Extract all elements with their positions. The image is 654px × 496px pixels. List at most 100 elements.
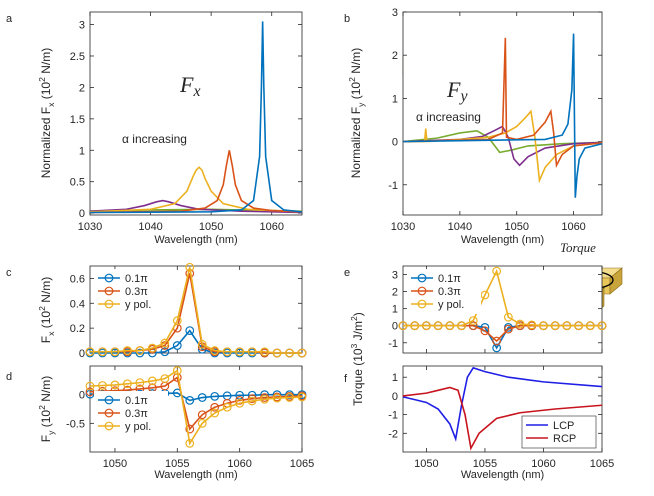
data-point <box>410 321 420 331</box>
data-point <box>110 347 120 357</box>
y-axis-label: Normalized Fx (102 N/m) <box>37 48 56 178</box>
text-part: N/m) <box>349 48 363 77</box>
annotation: Fy <box>446 77 468 105</box>
data-point <box>210 402 220 412</box>
y-tick-label: 0 <box>79 208 85 220</box>
data-point <box>185 396 195 405</box>
data-point <box>235 347 245 357</box>
legend-label: y pol. <box>125 421 151 433</box>
data-point <box>260 347 269 357</box>
data-line <box>402 125 603 167</box>
legend-marker <box>104 408 114 418</box>
annotation: α increasing <box>122 132 187 146</box>
y-tick-label: -1 <box>388 410 398 422</box>
data-point <box>574 321 583 331</box>
data-line <box>402 386 603 451</box>
panel-label: f <box>344 373 348 385</box>
data-point <box>297 348 307 358</box>
x-axis-label: Wavelength (nm) <box>154 234 237 246</box>
data-point <box>98 381 107 390</box>
x-tick-label: 1050 <box>504 221 528 233</box>
y-tick-label: 3 <box>392 7 398 19</box>
data-point <box>172 341 182 350</box>
text-part: Torque (10 <box>351 348 365 406</box>
data-point <box>147 376 157 386</box>
data-point <box>197 418 207 428</box>
legend-label: y pol. <box>438 299 464 311</box>
data-point <box>585 321 595 331</box>
data-point <box>492 266 502 276</box>
x-tick-label: 1040 <box>138 221 162 233</box>
text-part: F <box>39 336 53 343</box>
legend-marker <box>417 286 427 296</box>
text-part: (10 <box>39 410 53 431</box>
data-point <box>398 321 408 331</box>
data-point <box>85 387 95 397</box>
data-point <box>185 326 195 336</box>
data-point <box>235 398 245 408</box>
data-point <box>247 347 257 357</box>
y-tick-label: -0.5 <box>66 418 85 430</box>
y-tick-label: 0.5 <box>70 177 85 189</box>
data-line <box>89 199 303 214</box>
x-tick-label: 1060 <box>561 221 585 233</box>
x-tick-label: 1055 <box>473 458 497 470</box>
y-tick-label: -1 <box>388 180 398 192</box>
x-tick-label: 1065 <box>290 458 314 470</box>
y-tick-label: 0.2 <box>70 323 85 335</box>
data-point <box>480 326 490 336</box>
data-point <box>433 321 443 331</box>
data-point <box>597 321 607 331</box>
data-point <box>285 348 294 358</box>
x-tick-label: 1065 <box>590 458 614 470</box>
data-line <box>402 33 603 198</box>
data-point <box>297 392 307 402</box>
data-point <box>197 410 207 420</box>
y-tick-label: 2 <box>392 50 398 62</box>
data-point <box>98 347 107 357</box>
data-point <box>247 396 257 406</box>
x-tick-label: 1060 <box>259 221 283 233</box>
text-part: N/m) <box>39 48 53 77</box>
data-point <box>235 396 245 405</box>
legend-marker <box>104 395 114 405</box>
data-point <box>147 343 157 353</box>
text-part: 2 <box>37 77 47 82</box>
data-point <box>562 321 572 331</box>
data-point <box>172 316 182 326</box>
data-point <box>247 394 257 404</box>
data-point <box>515 319 525 329</box>
text-part: y <box>46 430 56 435</box>
data-line <box>90 267 302 354</box>
data-point <box>210 408 220 418</box>
data-point <box>503 324 513 334</box>
data-point <box>185 424 195 434</box>
y-axis-label: Torque (103 J/m2) <box>349 312 365 406</box>
y-tick-label: 3 <box>79 20 85 32</box>
data-point <box>539 321 548 331</box>
data-point <box>85 381 95 391</box>
legend-marker <box>417 299 427 309</box>
data-line <box>402 37 603 169</box>
data-point <box>123 346 132 355</box>
data-point <box>260 394 269 404</box>
y-tick-label: 2 <box>392 287 398 299</box>
data-line <box>403 109 603 184</box>
data-point <box>468 316 478 325</box>
y-tick-label: 0.4 <box>70 298 85 310</box>
data-point <box>445 321 455 331</box>
data-point <box>172 366 182 375</box>
x-tick-label: 1050 <box>103 458 127 470</box>
data-point <box>135 378 145 388</box>
y-tick-label: 1.5 <box>70 114 85 126</box>
text-part: x <box>192 83 200 100</box>
data-point <box>110 380 120 390</box>
data-point <box>160 374 170 384</box>
data-line <box>89 376 303 431</box>
text-part: J/m <box>351 321 365 344</box>
legend-box <box>521 415 597 449</box>
data-point <box>123 379 132 389</box>
text-part: F <box>39 435 53 442</box>
y-axis-label: Fy (102 N/m) <box>37 376 56 442</box>
